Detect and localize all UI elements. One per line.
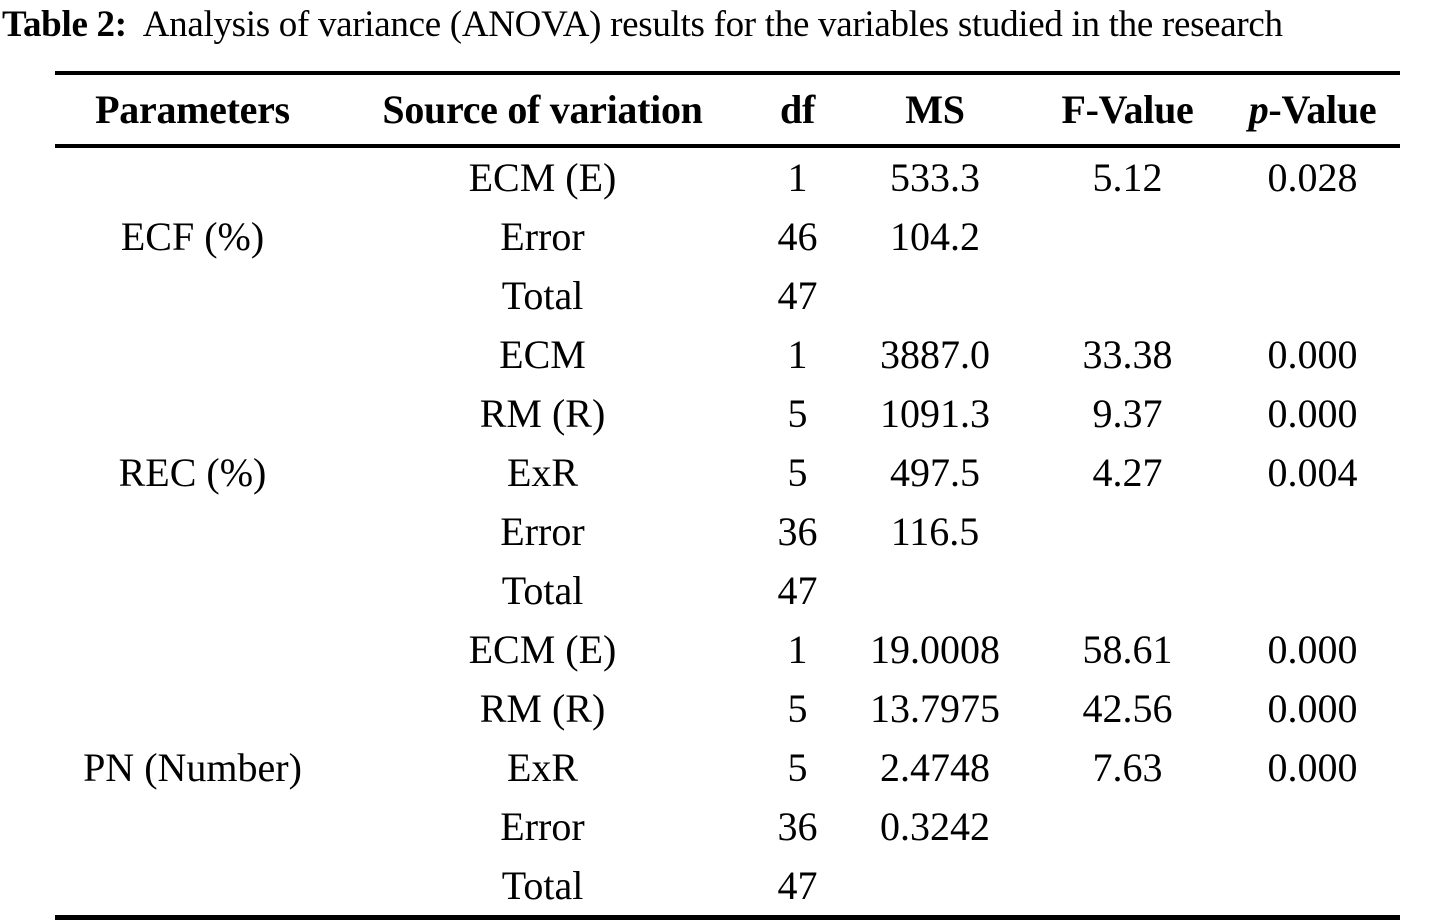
col-header-source-of-variation: Source of variation [330,73,755,148]
cell-df: 5 [787,391,808,436]
cell-df: 47 [777,863,818,908]
col-header-ms: MS [840,73,1030,148]
col-header-df: df [755,73,840,148]
cell-source: Total [501,273,584,318]
table-row: ExR 5 2.4748 7.63 0.000 [55,738,1400,797]
cell-source: ECM (E) [468,627,617,672]
cell-df: 46 [777,214,818,259]
cell-source: ECM [499,332,586,377]
table-row: Error 36 0.3242 [55,797,1400,856]
table-caption-text: Analysis of variance (ANOVA) results for… [142,4,1283,45]
cell-ms: 533.3 [890,155,980,200]
cell-df: 5 [787,745,808,790]
cell-p-value [1225,502,1400,561]
cell-df: 1 [787,332,808,377]
cell-ms [840,856,1030,918]
table-row: PN (Number) ECM (E) 1 19.0008 58.61 0.00… [55,620,1400,790]
cell-ms: 0.3242 [880,804,990,849]
cell-df: 5 [787,686,808,731]
cell-ms [840,561,1030,620]
cell-p-value: 0.004 [1267,450,1358,495]
cell-parameter-rec: REC (%) [118,450,267,495]
cell-ms [840,266,1030,325]
cell-f-value [1030,856,1225,918]
cell-p-value [1225,207,1400,266]
cell-ms: 104.2 [890,214,980,259]
table-row: ECF (%) ECM (E) 1 533.3 5.12 0.028 [55,146,1400,259]
cell-source: Error [500,804,585,849]
cell-source: ExR [506,450,579,495]
col-header-p-value: p-Value [1225,73,1400,148]
cell-p-value [1225,856,1400,918]
cell-p-value [1225,797,1400,856]
cell-ms: 497.5 [890,450,980,495]
cell-p-value [1225,561,1400,620]
table-row: Error 46 104.2 [55,207,1400,266]
cell-p-value: 0.000 [1267,745,1358,790]
cell-source: RM (R) [479,686,606,731]
table-caption: Table 2: Analysis of variance (ANOVA) res… [2,0,1283,50]
cell-df: 47 [777,273,818,318]
cell-p-value: 0.000 [1267,391,1358,436]
cell-ms: 3887.0 [880,332,990,377]
table-row: ExR 5 497.5 4.27 0.004 [55,443,1400,502]
col-header-f-value: F-Value [1030,73,1225,148]
cell-df: 1 [787,627,808,672]
cell-parameter-ecf: ECF (%) [120,214,265,259]
table-row: Total 47 [55,561,1400,620]
cell-f-value [1030,797,1225,856]
cell-source: Total [501,568,584,613]
cell-ms: 2.4748 [880,745,990,790]
cell-p-value: 0.000 [1267,627,1358,672]
cell-p-value [1225,266,1400,325]
cell-source: Error [500,214,585,259]
anova-table: Parameters Source of variation df MS F-V… [55,71,1400,920]
cell-ms: 1091.3 [880,391,990,436]
cell-p-value: 0.028 [1267,155,1358,200]
cell-source: ECM (E) [468,155,617,200]
cell-p-value: 0.000 [1267,332,1358,377]
table-row: Error 36 116.5 [55,502,1400,561]
cell-p-value: 0.000 [1267,686,1358,731]
table-row: REC (%) ECM 1 3887.0 33.38 0.000 [55,325,1400,495]
cell-source: ExR [506,745,579,790]
col-header-parameters: Parameters [55,73,330,148]
cell-f-value: 4.27 [1092,450,1163,495]
cell-f-value [1030,502,1225,561]
cell-f-value: 7.63 [1092,745,1163,790]
header-row: Parameters Source of variation df MS F-V… [55,73,1400,148]
cell-df: 1 [787,155,808,200]
cell-f-value [1030,207,1225,266]
cell-f-value [1030,266,1225,325]
cell-df: 36 [777,804,818,849]
cell-source: RM (R) [479,391,606,436]
cell-f-value: 42.56 [1082,686,1173,731]
p-rest: -Value [1268,87,1377,132]
cell-parameter-pn: PN (Number) [83,745,302,790]
cell-f-value: 58.61 [1082,627,1173,672]
cell-f-value: 5.12 [1092,155,1163,200]
cell-df: 47 [777,568,818,613]
table-row: RM (R) 5 13.7975 42.56 0.000 [55,679,1400,738]
cell-df: 5 [787,450,808,495]
table-caption-label: Table 2: [2,4,127,45]
p-italic: p [1248,87,1269,132]
cell-f-value: 9.37 [1092,391,1163,436]
table-row: Total 47 [55,266,1400,325]
cell-source: Total [501,863,584,908]
cell-ms: 19.0008 [870,627,1000,672]
cell-f-value [1030,561,1225,620]
cell-source: Error [500,509,585,554]
cell-ms: 13.7975 [870,686,1000,731]
table-row: RM (R) 5 1091.3 9.37 0.000 [55,384,1400,443]
cell-ms: 116.5 [890,509,980,554]
cell-df: 36 [777,509,818,554]
cell-f-value: 33.38 [1082,332,1173,377]
table-row: Total 47 [55,856,1400,918]
